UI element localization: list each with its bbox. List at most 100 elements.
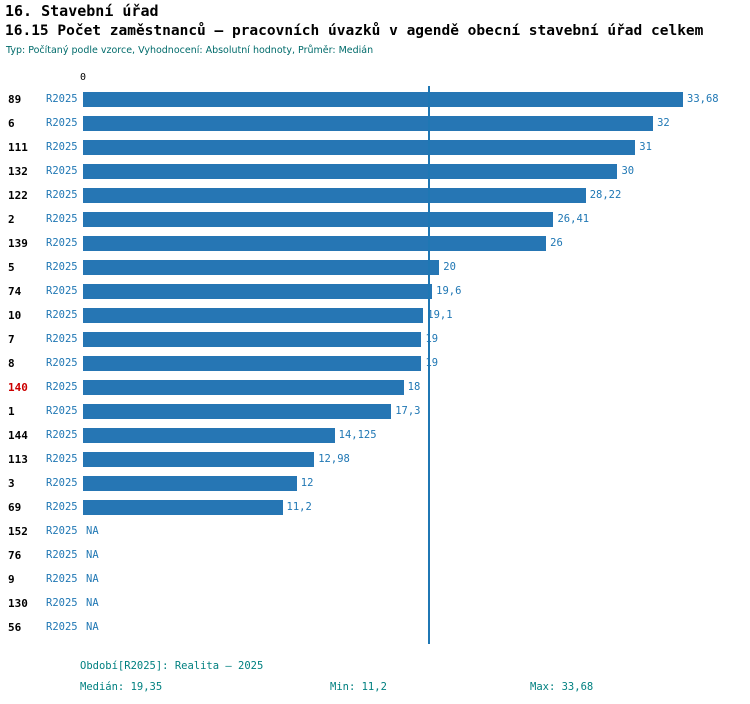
bar-value-label: 17,3 bbox=[395, 405, 421, 417]
bar bbox=[83, 308, 424, 323]
bar-value-label: 12 bbox=[300, 477, 314, 489]
row-id-label: 89 bbox=[8, 93, 22, 106]
section-title: 16. Stavební úřad bbox=[5, 2, 159, 20]
chart-row: 2 R2025 26,41 bbox=[0, 208, 750, 232]
chart-title: 16.15 Počet zaměstnanců – pracovních úva… bbox=[5, 23, 704, 39]
chart-row: 89 R2025 33,68 bbox=[0, 88, 750, 112]
na-value-label: NA bbox=[86, 597, 99, 609]
row-period-label: R2025 bbox=[46, 141, 78, 153]
bar bbox=[83, 284, 433, 299]
row-id-label: 74 bbox=[8, 285, 22, 298]
chart-row: 132 R2025 30 bbox=[0, 160, 750, 184]
na-value-label: NA bbox=[86, 621, 99, 633]
row-id-label: 130 bbox=[8, 597, 28, 610]
bar-value-label: 32 bbox=[657, 117, 670, 129]
row-id-label: 122 bbox=[8, 189, 28, 202]
row-id-label: 144 bbox=[8, 429, 28, 442]
bar bbox=[83, 500, 283, 515]
bar bbox=[83, 476, 297, 491]
bar-value-label: 19,6 bbox=[436, 285, 462, 297]
row-period-label: R2025 bbox=[46, 597, 78, 609]
row-period-label: R2025 bbox=[46, 477, 78, 489]
chart-row: 144 R2025 14,125 bbox=[0, 424, 750, 448]
row-id-label: 132 bbox=[8, 165, 28, 178]
row-id-label: 10 bbox=[8, 309, 22, 322]
row-period-label: R2025 bbox=[46, 309, 78, 321]
bar bbox=[83, 260, 440, 275]
bar bbox=[83, 212, 554, 227]
bar-value-label: 26,41 bbox=[557, 213, 590, 225]
row-period-label: R2025 bbox=[46, 525, 78, 537]
bar-value-label: 26 bbox=[550, 237, 563, 249]
row-period-label: R2025 bbox=[46, 501, 78, 513]
chart-row: 74 R2025 19,6 bbox=[0, 280, 750, 304]
row-period-label: R2025 bbox=[46, 213, 78, 225]
row-id-label: 76 bbox=[8, 549, 22, 562]
row-id-label: 6 bbox=[8, 117, 15, 130]
na-value-label: NA bbox=[86, 573, 99, 585]
bar-value-label: 31 bbox=[639, 141, 652, 153]
bar-value-label: 20 bbox=[443, 261, 456, 273]
chart-subtitle: Typ: Počítaný podle vzorce, Vyhodnocení:… bbox=[6, 45, 374, 56]
bar bbox=[83, 92, 683, 107]
chart-row: 5 R2025 20 bbox=[0, 256, 750, 280]
footer-max-stat: Max: 33,68 bbox=[530, 681, 594, 693]
row-id-label: 5 bbox=[8, 261, 15, 274]
chart-row: 130 R2025 NA bbox=[0, 592, 750, 616]
bar-value-label: 14,125 bbox=[338, 429, 377, 441]
row-period-label: R2025 bbox=[46, 573, 78, 585]
row-id-label-highlighted: 140 bbox=[8, 381, 28, 394]
row-period-label: R2025 bbox=[46, 93, 78, 105]
bar-value-label: 11,2 bbox=[286, 501, 312, 513]
row-id-label: 7 bbox=[8, 333, 15, 346]
chart-row: 10 R2025 19,1 bbox=[0, 304, 750, 328]
row-period-label: R2025 bbox=[46, 117, 78, 129]
footer-median-stat: Medián: 19,35 bbox=[80, 681, 163, 693]
chart-row: 140 R2025 18 bbox=[0, 376, 750, 400]
bar bbox=[83, 404, 392, 419]
bar-chart-rows: 89 R2025 33,68 6 R2025 32 111 R2025 31 132 R2025 30… bbox=[0, 88, 750, 640]
row-id-label: 1 bbox=[8, 405, 15, 418]
bar bbox=[83, 116, 654, 131]
row-period-label: R2025 bbox=[46, 285, 78, 297]
chart-row: 139 R2025 26 bbox=[0, 232, 750, 256]
bar bbox=[83, 380, 404, 395]
chart-row: 111 R2025 31 bbox=[0, 136, 750, 160]
row-period-label: R2025 bbox=[46, 549, 78, 561]
row-period-label: R2025 bbox=[46, 405, 78, 417]
bar bbox=[83, 452, 315, 467]
na-value-label: NA bbox=[86, 549, 99, 561]
axis-zero-label: 0 bbox=[79, 72, 87, 83]
row-id-label: 152 bbox=[8, 525, 28, 538]
chart-row: 113 R2025 12,98 bbox=[0, 448, 750, 472]
row-id-label: 2 bbox=[8, 213, 15, 226]
row-id-label: 9 bbox=[8, 573, 15, 586]
bar-value-label: 28,22 bbox=[589, 189, 622, 201]
row-id-label: 8 bbox=[8, 357, 15, 370]
chart-row: 8 R2025 19 bbox=[0, 352, 750, 376]
row-period-label: R2025 bbox=[46, 621, 78, 633]
bar bbox=[83, 188, 586, 203]
chart-row: 7 R2025 19 bbox=[0, 328, 750, 352]
row-period-label: R2025 bbox=[46, 429, 78, 441]
chart-row: 56 R2025 NA bbox=[0, 616, 750, 640]
chart-row: 6 R2025 32 bbox=[0, 112, 750, 136]
row-period-label: R2025 bbox=[46, 189, 78, 201]
row-period-label: R2025 bbox=[46, 261, 78, 273]
bar bbox=[83, 356, 422, 371]
chart-row: 9 R2025 NA bbox=[0, 568, 750, 592]
bar bbox=[83, 332, 422, 347]
median-line bbox=[428, 86, 430, 644]
row-period-label: R2025 bbox=[46, 381, 78, 393]
row-id-label: 139 bbox=[8, 237, 28, 250]
chart-row: 122 R2025 28,22 bbox=[0, 184, 750, 208]
footer-period-label: Období[R2025]: Realita – 2025 bbox=[80, 660, 264, 672]
bar-value-label: 19,1 bbox=[427, 309, 453, 321]
row-id-label: 113 bbox=[8, 453, 28, 466]
chart-row: 1 R2025 17,3 bbox=[0, 400, 750, 424]
na-value-label: NA bbox=[86, 525, 99, 537]
chart-row: 69 R2025 11,2 bbox=[0, 496, 750, 520]
bar bbox=[83, 140, 636, 155]
row-period-label: R2025 bbox=[46, 453, 78, 465]
